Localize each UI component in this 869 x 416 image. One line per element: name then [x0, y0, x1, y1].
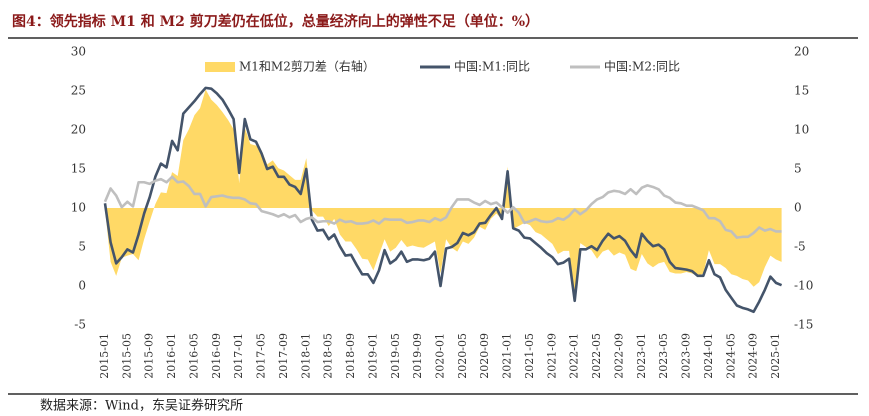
y-tick-label: 0 — [78, 279, 86, 293]
x-tick-label: 2016-09 — [210, 333, 223, 379]
area — [105, 89, 782, 300]
y-tick-label: 10 — [71, 201, 86, 215]
x-tick-label: 2015-05 — [120, 333, 133, 379]
y2-tick-label: -15 — [794, 318, 813, 332]
x-tick-label: 2016-05 — [187, 333, 200, 379]
x-tick-label: 2015-09 — [143, 333, 156, 379]
y-tick-label: 15 — [71, 162, 86, 176]
x-tick-label: 2021-05 — [523, 333, 536, 379]
x-tick-label: 2023-09 — [680, 333, 693, 379]
y-tick-label: -5 — [74, 318, 86, 332]
x-tick-label: 2020-01 — [434, 333, 447, 379]
y2-tick-label: 20 — [794, 45, 809, 59]
legend-label: 中国:M1:同比 — [454, 59, 530, 74]
x-tick-label: 2022-01 — [568, 333, 581, 379]
x-tick-label: 2021-09 — [545, 333, 558, 379]
x-tick-label: 2017-09 — [277, 333, 290, 379]
x-tick-label: 2021-01 — [501, 333, 514, 379]
x-tick-label: 2020-09 — [478, 333, 491, 379]
y-tick-label: 25 — [71, 84, 86, 98]
line — [103, 86, 783, 314]
legend-label: 中国:M2:同比 — [604, 59, 680, 74]
x-tick-label: 2025-01 — [769, 333, 782, 379]
x-tick-label: 2019-01 — [366, 333, 379, 379]
y2-tick-label: -10 — [794, 279, 813, 293]
x-tick-label: 2018-05 — [322, 333, 335, 379]
x-tick-label: 2023-05 — [657, 333, 670, 379]
legend-label: M1和M2剪刀差（右轴） — [239, 59, 375, 74]
x-tick-label: 2018-09 — [344, 333, 357, 379]
y2-tick-label: 15 — [794, 84, 809, 98]
x-tick-label: 2019-09 — [411, 333, 424, 379]
y2-tick-label: 10 — [794, 123, 809, 137]
x-tick-label: 2024-05 — [724, 333, 737, 379]
x-tick-label: 2016-01 — [165, 333, 178, 379]
y2-tick-label: 0 — [794, 201, 802, 215]
x-tick-label: 2017-05 — [255, 333, 268, 379]
x-tick-label: 2022-09 — [612, 333, 625, 379]
x-tick-label: 2024-01 — [702, 333, 715, 379]
y-tick-label: 5 — [78, 240, 86, 254]
legend-swatch — [205, 62, 235, 72]
y2-tick-label: 5 — [794, 162, 802, 176]
source: 数据来源：Wind，东吴证券研究所 — [40, 398, 243, 414]
y-tick-label: 20 — [71, 123, 86, 137]
x-tick-label: 2022-05 — [590, 333, 603, 379]
x-tick-label: 2024-09 — [747, 333, 760, 379]
y2-tick-label: -5 — [794, 240, 806, 254]
x-tick-label: 2019-05 — [389, 333, 402, 379]
x-tick-label: 2018-01 — [299, 333, 312, 379]
x-tick-label: 2017-01 — [232, 333, 245, 379]
x-tick-label: 2020-05 — [456, 333, 469, 379]
y-tick-label: 30 — [71, 45, 86, 59]
line — [103, 175, 782, 239]
x-tick-label: 2015-01 — [98, 333, 111, 379]
chart-title: 图4：领先指标 M1 和 M2 剪刀差仍在低位，总量经济向上的弹性不足（单位：%… — [12, 13, 539, 30]
x-tick-label: 2023-01 — [635, 333, 648, 379]
